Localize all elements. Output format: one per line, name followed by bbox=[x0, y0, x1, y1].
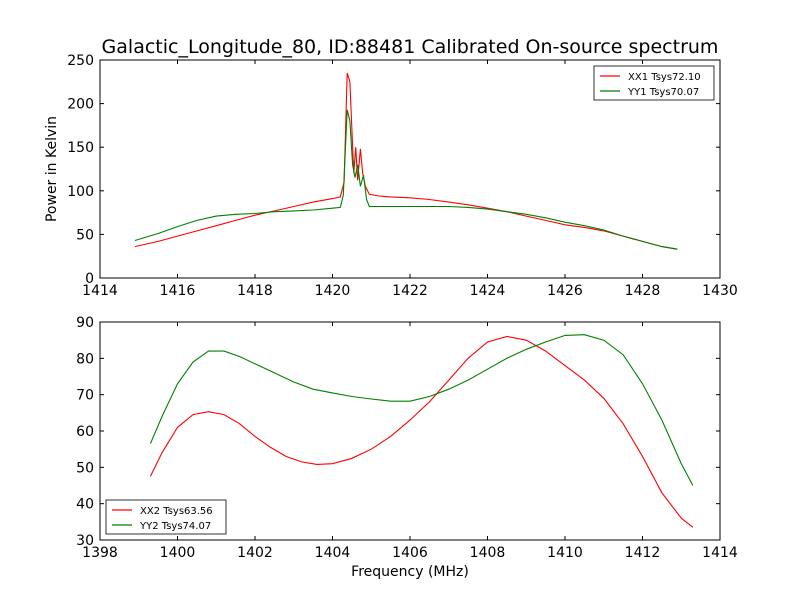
top-y-tick-label: 50 bbox=[76, 227, 94, 243]
top-x-tick-label: 1420 bbox=[315, 283, 351, 299]
top-legend-label-2: YY1 Tsys70.07 bbox=[627, 87, 699, 98]
bottom-x-tick-label: 1414 bbox=[702, 545, 738, 561]
top-y-tick-label: 100 bbox=[67, 184, 94, 200]
bottom-x-tick-label: 1410 bbox=[547, 545, 583, 561]
top-x-tick-label: 1418 bbox=[237, 283, 273, 299]
top-legend bbox=[593, 65, 715, 101]
bottom-y-tick-label: 70 bbox=[76, 388, 94, 404]
bottom-x-tick-label: 1404 bbox=[315, 545, 351, 561]
bottom-x-tick-label: 1400 bbox=[160, 545, 196, 561]
bottom-legend bbox=[105, 499, 227, 535]
top-legend-label-1: XX1 Tsys72.10 bbox=[628, 72, 701, 83]
top-y-tick-label: 250 bbox=[67, 53, 94, 69]
top-y-tick-label: 150 bbox=[67, 140, 94, 156]
bottom-x-axis-label: Frequency (MHz) bbox=[351, 564, 469, 580]
bottom-y-tick-label: 60 bbox=[76, 424, 94, 440]
top-x-tick-label: 1424 bbox=[470, 283, 506, 299]
bottom-y-tick-label: 80 bbox=[76, 351, 94, 367]
bottom-x-tick-label: 1398 bbox=[82, 545, 118, 561]
bottom-y-tick-label: 50 bbox=[76, 460, 94, 476]
bottom-legend-label-1: XX2 Tsys63.56 bbox=[140, 506, 213, 517]
top-x-tick-label: 1426 bbox=[547, 283, 583, 299]
bottom-series-line-1 bbox=[149, 335, 694, 528]
bottom-x-tick-label: 1412 bbox=[625, 545, 661, 561]
top-y-axis-label: Power in Kelvin bbox=[44, 116, 60, 222]
top-x-tick-label: 1428 bbox=[625, 283, 661, 299]
top-y-tick-label: 200 bbox=[67, 97, 94, 113]
bottom-x-tick-label: 1408 bbox=[470, 545, 506, 561]
bottom-series-line-2 bbox=[149, 334, 694, 486]
top-x-tick-label: 1422 bbox=[392, 283, 428, 299]
bottom-x-tick-label: 1402 bbox=[237, 545, 273, 561]
chart-title: Galactic_Longitude_80, ID:88481 Calibrat… bbox=[102, 36, 719, 58]
bottom-y-tick-label: 30 bbox=[76, 533, 94, 549]
bottom-plot-panel: 1398 1400 1402 1404 1406 1408 1410 1412 1414 30 40… bbox=[76, 315, 738, 561]
top-y-tick-label: 0 bbox=[85, 271, 94, 287]
top-x-tick-label: 1414 bbox=[82, 283, 118, 299]
bottom-legend-label-2: YY2 Tsys74.07 bbox=[139, 521, 211, 532]
bottom-y-tick-label: 90 bbox=[76, 315, 94, 331]
top-plot-panel: 1414 1416 1418 1420 1422 1424 1426 1428 1430 0 50 1… bbox=[67, 53, 738, 299]
bottom-y-tick-label: 40 bbox=[76, 497, 94, 513]
bottom-x-tick-label: 1406 bbox=[392, 545, 428, 561]
top-x-tick-label: 1416 bbox=[160, 283, 196, 299]
top-series-line-2 bbox=[134, 109, 678, 250]
top-x-tick-label: 1430 bbox=[702, 283, 738, 299]
